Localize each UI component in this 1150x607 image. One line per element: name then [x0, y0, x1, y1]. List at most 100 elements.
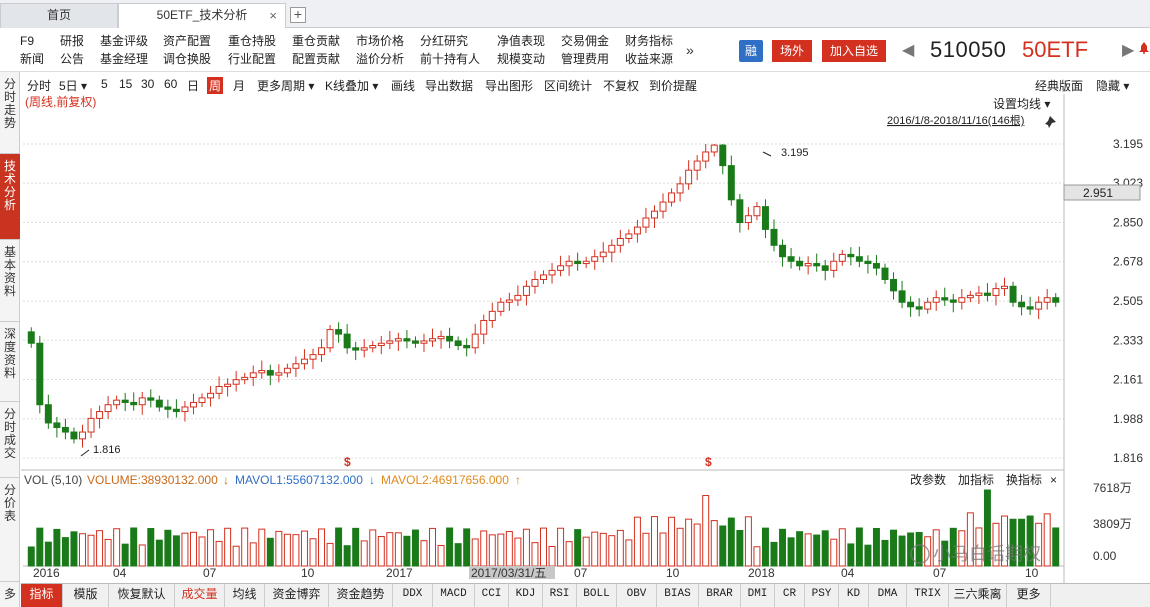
- price-alert-button[interactable]: 到价提醒: [649, 79, 698, 93]
- draw-line-button[interactable]: 画线: [391, 79, 416, 93]
- indicator-tab[interactable]: 模版: [63, 584, 109, 607]
- next-security-icon[interactable]: ▶: [1122, 42, 1135, 59]
- menu-hotkey[interactable]: F9 新闻: [20, 32, 44, 68]
- export-data-button[interactable]: 导出数据: [425, 79, 474, 93]
- menu-column[interactable]: 净值表现 规模变动: [497, 32, 545, 68]
- sidebar-item-price-table[interactable]: 分价表: [0, 478, 20, 582]
- candle-body: [437, 335, 445, 340]
- period-intraday[interactable]: 分时: [27, 79, 52, 93]
- indicator-tab[interactable]: KDJ: [509, 584, 543, 607]
- period-30min[interactable]: 30: [141, 77, 155, 91]
- range-stats-button[interactable]: 区间统计: [544, 79, 593, 93]
- indicator-tab[interactable]: 指标: [21, 584, 63, 607]
- menu-column[interactable]: 资产配置 调仓换股: [163, 32, 211, 68]
- indicator-tab[interactable]: 均线: [225, 584, 265, 607]
- hide-dropdown[interactable]: 隐藏 ▾: [1096, 79, 1130, 93]
- volume-bar: [429, 527, 437, 567]
- indicator-tab[interactable]: CCI: [475, 584, 509, 607]
- indicator-tab[interactable]: CR: [775, 584, 805, 607]
- time-tick-label: 04: [841, 566, 855, 580]
- volume-bar: [207, 529, 215, 567]
- volume-bar: [232, 545, 240, 567]
- ma-setting-dropdown[interactable]: 设置均线 ▾: [993, 97, 1050, 111]
- more-periods-dropdown[interactable]: 更多周期 ▾: [257, 79, 315, 93]
- kline-overlay-dropdown[interactable]: K线叠加 ▾: [325, 79, 379, 93]
- volume-bar: [394, 532, 402, 567]
- candle-body: [53, 422, 61, 428]
- indicator-tab[interactable]: BOLL: [577, 584, 617, 607]
- chart-area[interactable]: 3.195 3.023 2.850 2.678 2.505 2.333 2.161 1.988…: [21, 94, 1150, 607]
- menu-column[interactable]: 重仓持股 行业配置: [228, 32, 276, 68]
- sidebar-item-profile[interactable]: 基本资料: [0, 240, 20, 322]
- sidebar-item-deep-data[interactable]: 深度资料: [0, 322, 20, 402]
- volume-bar: [497, 533, 505, 567]
- candle-body: [505, 299, 513, 303]
- indicator-tab[interactable]: KD: [839, 584, 869, 607]
- close-icon[interactable]: ×: [269, 8, 277, 23]
- volume-bars: [27, 489, 1060, 567]
- classic-layout-button[interactable]: 经典版面: [1035, 79, 1084, 93]
- indicator-tab[interactable]: BRAR: [699, 584, 741, 607]
- period-5day[interactable]: 5日 ▾: [59, 79, 88, 93]
- low-pointer: [80, 449, 90, 457]
- indicator-tab[interactable]: 更多: [1007, 584, 1051, 607]
- menu-column[interactable]: 基金评级 基金经理: [100, 32, 148, 68]
- sidebar-item-intraday[interactable]: 分时走势: [0, 72, 20, 154]
- volume-bar: [881, 539, 889, 567]
- indicator-tab[interactable]: TRIX: [907, 584, 949, 607]
- candle-body: [838, 253, 846, 262]
- indicator-tab[interactable]: BIAS: [657, 584, 699, 607]
- indicator-tab[interactable]: 恢复默认: [109, 584, 175, 607]
- offsite-button[interactable]: 场外: [772, 40, 812, 62]
- indicator-tab[interactable]: MACD: [433, 584, 475, 607]
- indicator-tab[interactable]: RSI: [543, 584, 577, 607]
- change-params-button[interactable]: 改参数: [910, 472, 946, 487]
- menu-column[interactable]: 重仓贡献 配置贡献: [292, 32, 340, 68]
- indicator-tab[interactable]: PSY: [805, 584, 839, 607]
- dividend-marker[interactable]: $: [344, 455, 351, 469]
- add-indicator-button[interactable]: 加指标: [958, 472, 994, 487]
- range-label[interactable]: 2016/1/8-2018/11/16(146根): [887, 113, 1024, 127]
- period-5min[interactable]: 5: [101, 77, 108, 91]
- menu-column[interactable]: 分红研究 前十持有人: [420, 32, 480, 68]
- add-tab-button[interactable]: +: [290, 7, 306, 23]
- menu-more-button[interactable]: »: [686, 42, 694, 58]
- indicator-tab[interactable]: OBV: [617, 584, 657, 607]
- kline-chart[interactable]: 3.1953.0232.8502.6782.5052.3332.1611.988…: [21, 94, 1150, 583]
- indicator-tab[interactable]: 资金博弈: [265, 584, 329, 607]
- indicator-tab[interactable]: DMI: [741, 584, 775, 607]
- indicator-tab[interactable]: DDX: [393, 584, 433, 607]
- tab-home[interactable]: 首页: [0, 3, 118, 28]
- tab-technical-analysis[interactable]: 50ETF_技术分析 ×: [118, 3, 286, 28]
- dividend-marker[interactable]: $: [705, 455, 712, 469]
- menu-column[interactable]: 研报 公告: [60, 32, 84, 68]
- margin-button[interactable]: 融: [739, 40, 763, 62]
- indicator-tab[interactable]: 三六乘离: [949, 584, 1007, 607]
- period-week[interactable]: 周: [207, 77, 224, 94]
- switch-indicator-button[interactable]: 换指标: [1006, 472, 1042, 487]
- close-icon[interactable]: ×: [1050, 473, 1057, 487]
- period-15min[interactable]: 15: [119, 77, 133, 91]
- sidebar-item-technical[interactable]: 技术分析: [0, 154, 20, 240]
- period-60min[interactable]: 60: [164, 77, 178, 91]
- no-adjust-button[interactable]: 不复权: [603, 79, 640, 93]
- indicator-tab[interactable]: 成交量: [175, 584, 225, 607]
- period-month[interactable]: 月: [233, 79, 246, 93]
- menu-column[interactable]: 市场价格 溢价分析: [356, 32, 404, 68]
- sidebar-item-ticks[interactable]: 分时成交: [0, 402, 20, 478]
- volume-bar: [215, 540, 223, 567]
- bell-icon[interactable]: [1139, 42, 1149, 57]
- sidebar-item-more[interactable]: 多: [3, 587, 16, 601]
- pin-icon[interactable]: [1045, 116, 1056, 128]
- current-price-box: [1063, 184, 1141, 201]
- prev-security-icon[interactable]: ◀: [902, 42, 915, 59]
- candle-body: [907, 301, 915, 308]
- menu-column[interactable]: 交易佣金 管理费用: [561, 32, 609, 68]
- indicator-tab[interactable]: DMA: [869, 584, 907, 607]
- export-image-button[interactable]: 导出图形: [485, 79, 534, 93]
- indicator-tab[interactable]: 资金趋势: [329, 584, 393, 607]
- period-day[interactable]: 日: [187, 79, 200, 93]
- menu-column[interactable]: 财务指标 收益来源: [625, 32, 673, 68]
- add-watchlist-button[interactable]: 加入自选: [822, 40, 886, 62]
- candle-body: [890, 278, 898, 292]
